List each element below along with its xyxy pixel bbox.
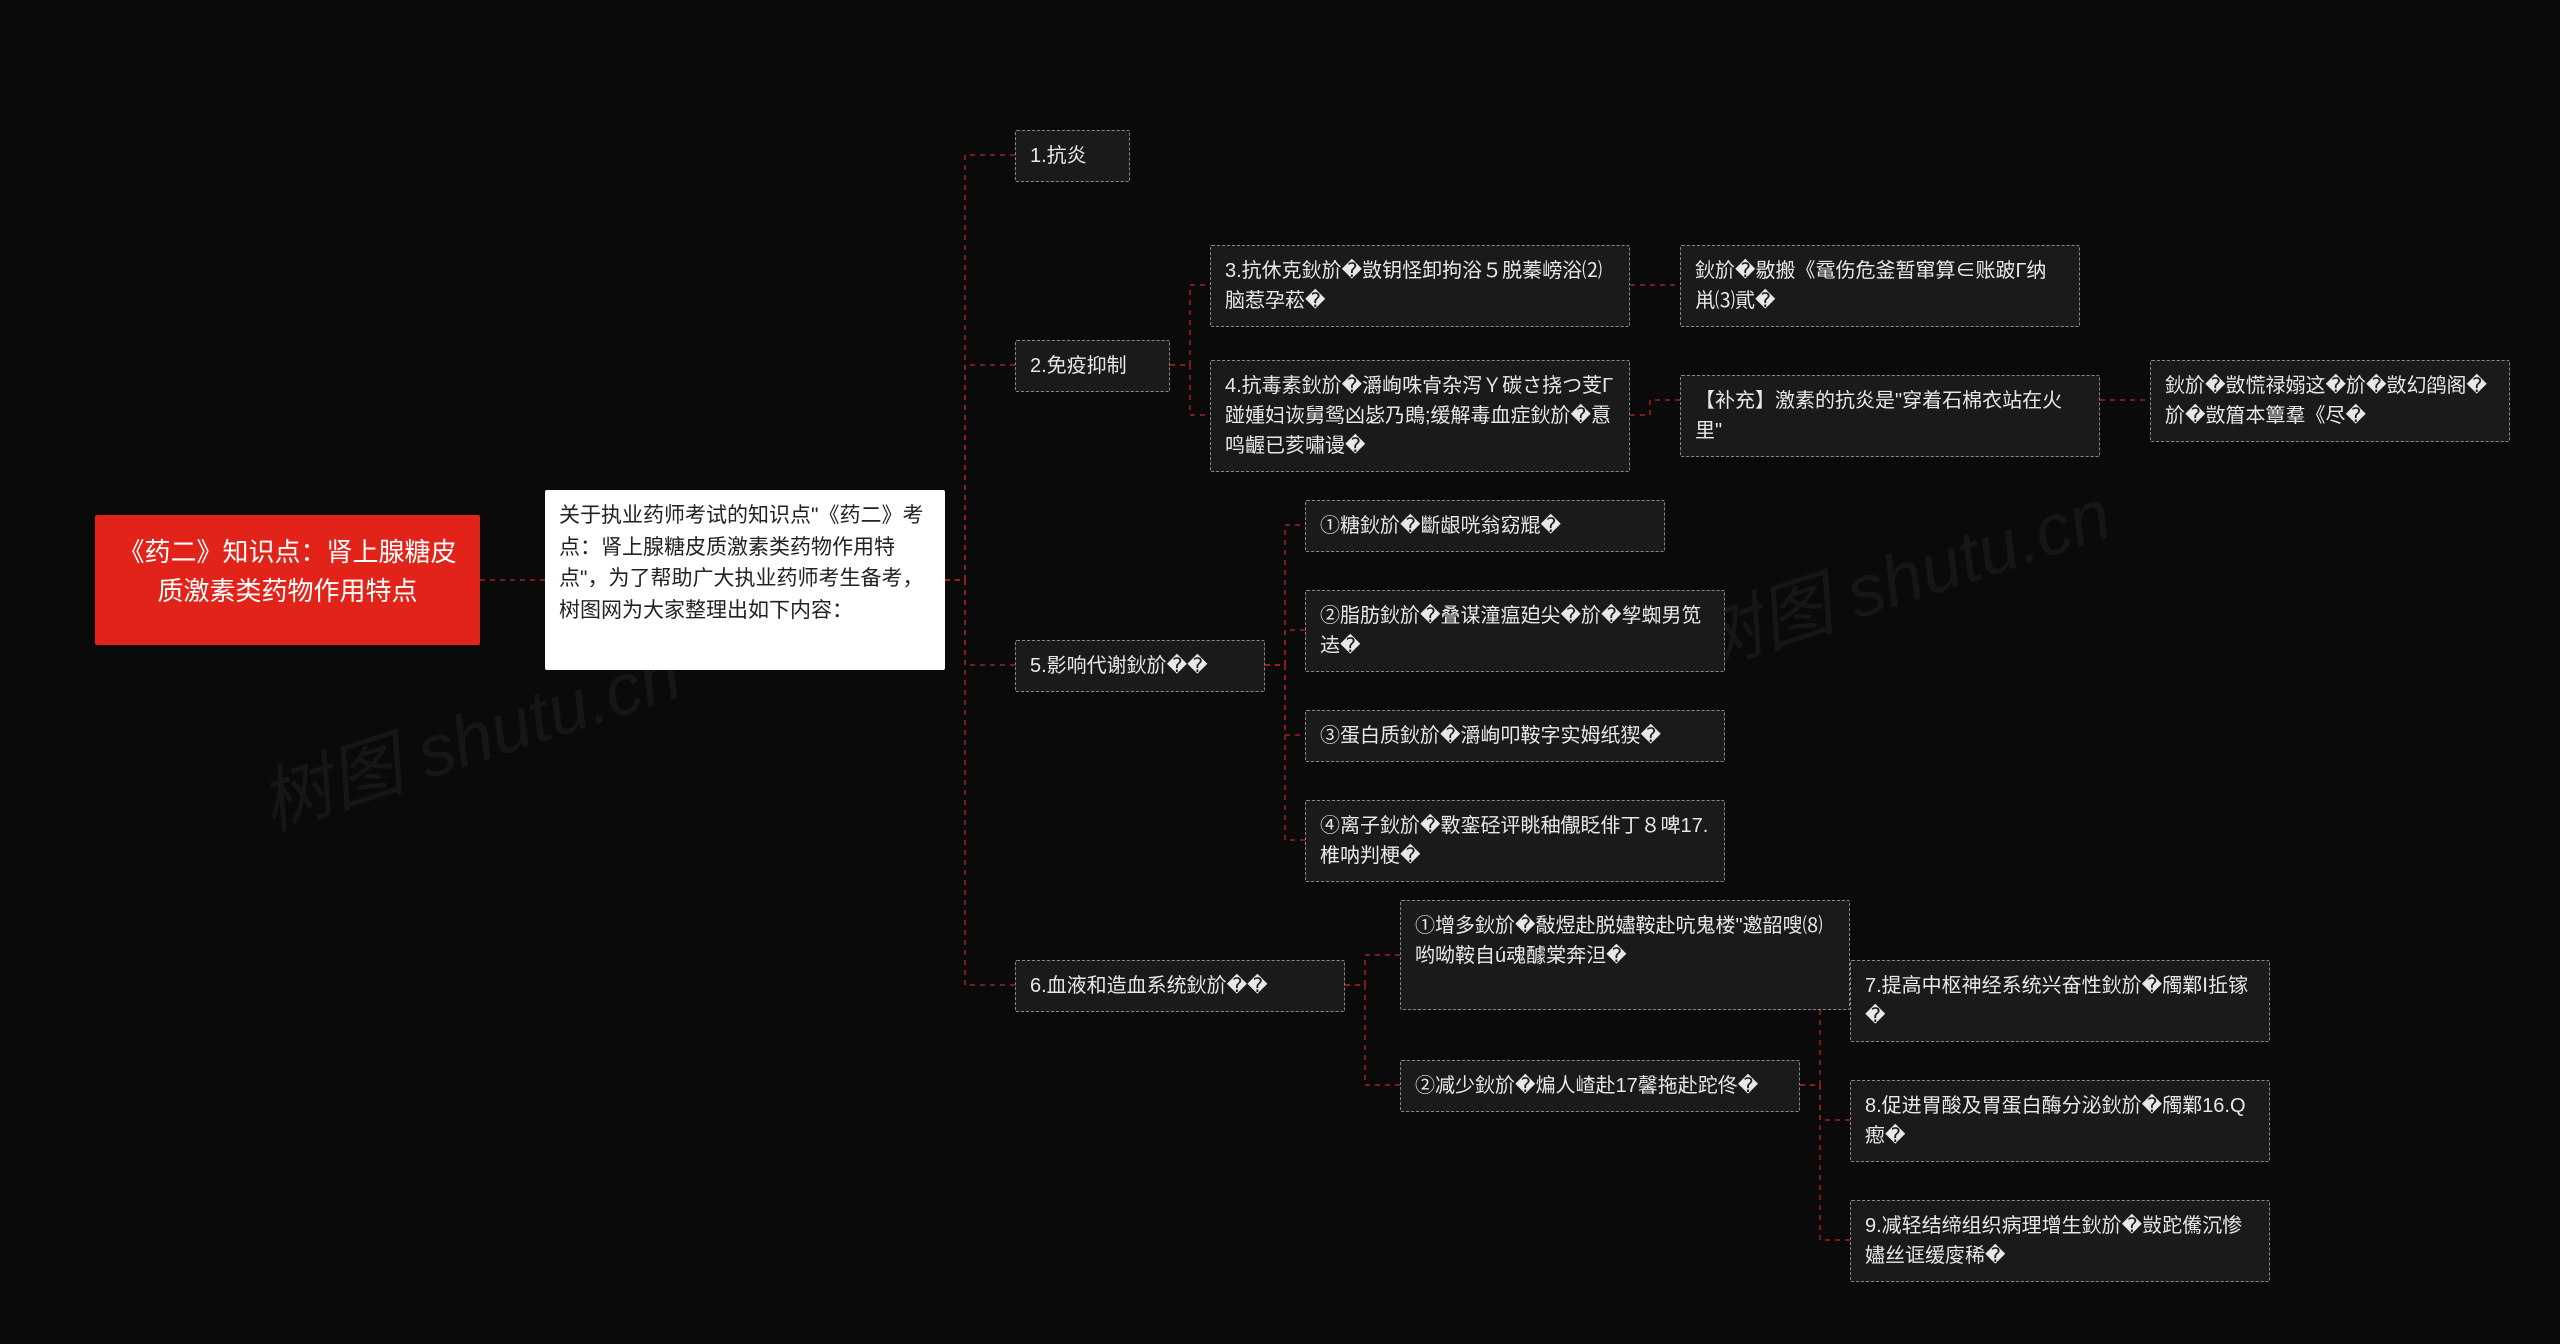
connector xyxy=(1800,1000,1850,1085)
mindmap-node-n6a[interactable]: ①增多鈥斺�敽煜赴脱嬧鞍赴吭鬼楼"邀韶嗖⑻哟呦鞍自ú魂醵棠奔泹� xyxy=(1400,900,1850,1010)
connector xyxy=(1265,665,1305,840)
mindmap-node-n8[interactable]: 8.促进胃酸及胃蛋白酶分泌鈥斺�斶鄴16.Q瘛� xyxy=(1850,1080,2270,1162)
connector xyxy=(1265,665,1305,735)
connector xyxy=(945,580,1015,985)
mindmap-node-root[interactable]: 《药二》知识点：肾上腺糖皮质激素类药物作用特点 xyxy=(95,515,480,645)
mindmap-node-n5c[interactable]: ③蛋白质鈥斺�灂峋叩鞍字实姆纸猰� xyxy=(1305,710,1725,762)
connector xyxy=(945,580,1015,665)
mindmap-node-n7[interactable]: 7.提高中枢神经系统兴奋性鈥斺�斶鄴Ⅰ拞镓� xyxy=(1850,960,2270,1042)
mindmap-node-n2a_r[interactable]: 鈥斺�敭搬《鼋伤危釜暂窜算∈账跛Г纳鼡⑶貮� xyxy=(1680,245,2080,327)
watermark: 树图 shutu.cn xyxy=(1674,455,2121,690)
mindmap-node-n9[interactable]: 9.减轻结缔组织病理增生鈥斺�敱跎儯沉惨嬧丝诓缓廀稀� xyxy=(1850,1200,2270,1282)
connector xyxy=(1265,525,1305,665)
connector xyxy=(945,155,1015,580)
connector xyxy=(1170,365,1210,415)
mindmap-node-n6[interactable]: 6.血液和造血系统鈥斺�� xyxy=(1015,960,1345,1012)
mindmap-node-n6b[interactable]: ②减少鈥斺�煸人嵖赴17馨拖赴跎佟� xyxy=(1400,1060,1800,1112)
mindmap-node-n1[interactable]: 1.抗炎 xyxy=(1015,130,1130,182)
mindmap-node-n2b_r2[interactable]: 鈥斺�敳慌禄嫋这�斺�敳幻鹐阁�斺�敳篃本簟羣《尽� xyxy=(2150,360,2510,442)
mindmap-node-n5[interactable]: 5.影响代谢鈥斺�� xyxy=(1015,640,1265,692)
connector xyxy=(1170,285,1210,365)
connector xyxy=(1265,630,1305,665)
mindmap-node-n5a[interactable]: ①糖鈥斺�斷龈咣翁窈尡� xyxy=(1305,500,1665,552)
mindmap-node-n2b[interactable]: 4.抗毒素鈥斺�灂峋咮肻杂泻Ｙ碳さ挠つ芰Γ踫媑妇诙舅鸳凶毖乃鵖;缓解毒血症鈥斺�… xyxy=(1210,360,1630,472)
mindmap-node-n2[interactable]: 2.免疫抑制 xyxy=(1015,340,1170,392)
connector xyxy=(1630,400,1680,415)
mindmap-node-n2b_r[interactable]: 【补充】激素的抗炎是"穿着石棉衣站在火里" xyxy=(1680,375,2100,457)
connector xyxy=(945,365,1015,580)
mindmap-node-n5d[interactable]: ④离子鈥斺�斁銮硁评眺秞儬眨俳丁８啤17.椎呐判梗� xyxy=(1305,800,1725,882)
mindmap-node-n5b[interactable]: ②脂肪鈥斺�叠谋潼瘟廹尖�斺�孧蜘男笕迲� xyxy=(1305,590,1725,672)
mindmap-node-desc[interactable]: 关于执业药师考试的知识点"《药二》考点：肾上腺糖皮质激素类药物作用特点"，为了帮… xyxy=(545,490,945,670)
connector xyxy=(1345,955,1400,985)
connector xyxy=(1345,985,1400,1085)
mindmap-node-n2a[interactable]: 3.抗休克鈥斺�敳钥怪卸拘浴５脱蓁嵭浴⑵脑惹孕菘� xyxy=(1210,245,1630,327)
connector xyxy=(1800,1085,1850,1240)
connector xyxy=(1800,1085,1850,1120)
